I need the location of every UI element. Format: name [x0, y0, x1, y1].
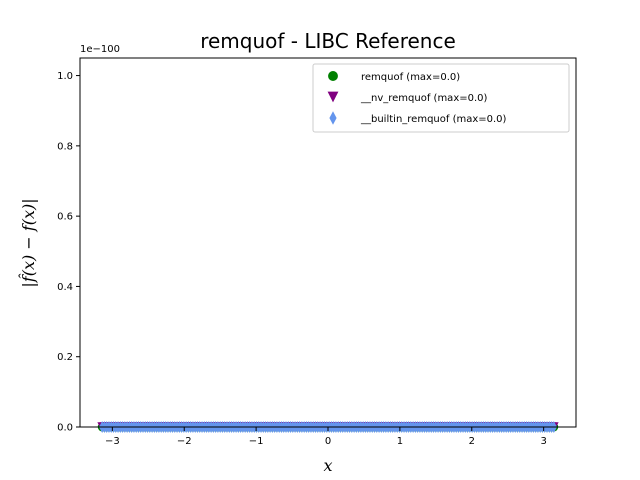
x-tick-label: −1: [249, 436, 264, 447]
chart-title: remquof - LIBC Reference: [200, 29, 456, 53]
y-tick-label: 0.6: [57, 212, 73, 223]
legend-marker: [328, 71, 338, 81]
legend-box: [312, 63, 570, 133]
y-tick-label: 0.4: [57, 282, 73, 293]
x-tick-label: −3: [105, 436, 120, 447]
legend-label: __nv_remquof (max=0.0): [360, 93, 488, 104]
legend-marker: [327, 91, 339, 103]
legend-marker: [329, 111, 337, 125]
x-axis-label: x: [323, 456, 332, 475]
x-axis-ticks: −3 −2 −1 0 1 2 3: [105, 427, 547, 447]
legend: remquof (max=0.0) __nv_remquof (max=0.0) _…: [312, 63, 570, 133]
legend-label: __builtin_remquof (max=0.0): [360, 114, 507, 125]
legend-entry: __builtin_remquof (max=0.0): [329, 111, 507, 125]
y-tick-label: 0.0: [57, 423, 73, 434]
x-tick-label: 0: [325, 436, 331, 447]
y-tick-label: 0.8: [57, 141, 73, 152]
y-tick-label: 0.2: [57, 352, 73, 363]
y-axis-ticks: 0.0 0.2 0.4 0.6 0.8 1.0: [57, 71, 80, 434]
x-tick-label: 3: [540, 436, 546, 447]
x-tick-label: 1: [397, 436, 403, 447]
y-tick-label: 1.0: [57, 71, 73, 82]
legend-label: remquof (max=0.0): [361, 72, 460, 83]
x-tick-label: 2: [469, 436, 475, 447]
legend-entry: remquof (max=0.0): [328, 71, 460, 83]
y-axis-offset-label: 1e−100: [80, 44, 120, 55]
x-tick-label: −2: [177, 436, 192, 447]
legend-entry: __nv_remquof (max=0.0): [327, 91, 488, 104]
plot-frame: [79, 57, 577, 428]
y-axis-label: |f̂(x) − f(x)|: [19, 198, 38, 287]
